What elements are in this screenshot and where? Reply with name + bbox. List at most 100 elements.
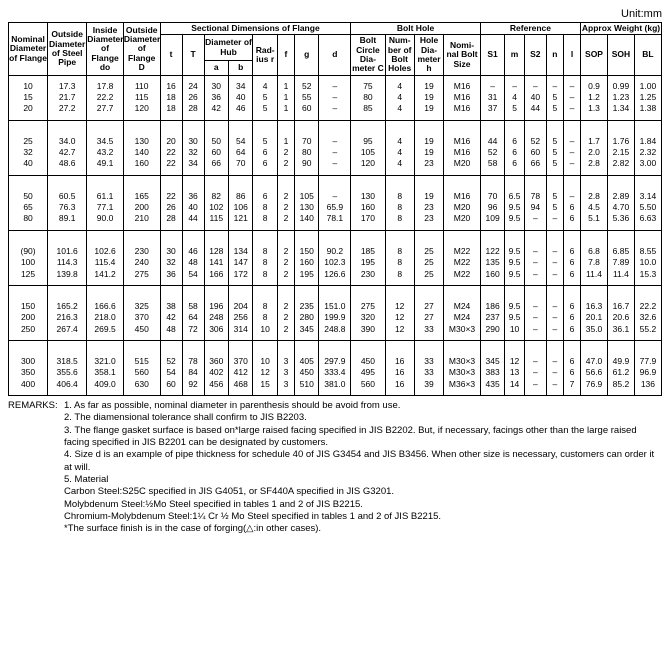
cell: 8: [385, 257, 414, 268]
cell: –: [546, 296, 563, 312]
cell: 6: [253, 186, 277, 202]
cell: 89.1: [48, 213, 87, 230]
cell: 10: [9, 75, 48, 92]
table-row: 350355.6358.15605484402412123450333.4495…: [9, 367, 662, 378]
cell: 12: [385, 312, 414, 323]
remark-3: 3. The flange gasket surface is based on…: [8, 425, 662, 450]
cell: 8: [253, 257, 277, 268]
cell: 2: [277, 296, 294, 312]
cell: 6: [505, 158, 525, 175]
cell: 381.0: [319, 379, 351, 396]
table-row: 3242.743.2140223260646280–105419M1652660…: [9, 147, 662, 158]
cell: 16: [385, 379, 414, 396]
cell: –: [563, 158, 580, 175]
cell: 64: [229, 147, 253, 158]
cell: 135: [480, 257, 504, 268]
cell: 5.50: [634, 202, 661, 213]
cell: M24: [444, 312, 481, 323]
cell: 115: [204, 213, 228, 230]
cell: 90.0: [87, 213, 124, 230]
h-sectional: Sectional Dimensions of Flange: [160, 23, 351, 35]
h-inside-flange: Inside Diameter of Flange do: [87, 23, 124, 76]
cell: 22.2: [87, 92, 124, 103]
cell: 48.6: [48, 158, 87, 175]
cell: 22: [160, 158, 182, 175]
cell: 8: [253, 202, 277, 213]
cell: 468: [229, 379, 253, 396]
cell: –: [546, 367, 563, 378]
cell: 80: [351, 92, 385, 103]
cell: 22.2: [634, 296, 661, 312]
cell: –: [546, 269, 563, 286]
cell: 25: [414, 241, 443, 257]
cell: 130: [294, 202, 318, 213]
cell: 18: [160, 92, 182, 103]
cell: 8: [253, 296, 277, 312]
cell: 1.3: [581, 103, 608, 120]
cell: 5: [505, 103, 525, 120]
cell: 64: [182, 312, 204, 323]
cell: 84: [182, 367, 204, 378]
cell: 4: [385, 103, 414, 120]
cell: 6: [563, 213, 580, 230]
h-reference: Reference: [480, 23, 580, 35]
cell: 56.6: [581, 367, 608, 378]
cell: 8: [385, 202, 414, 213]
cell: 12: [385, 324, 414, 341]
cell: 450: [351, 351, 385, 367]
table-row: 1521.722.2115182636405155–80419M16314405…: [9, 92, 662, 103]
cell: 40: [524, 92, 546, 103]
cell: –: [563, 131, 580, 147]
cell: 44: [182, 213, 204, 230]
cell: 7: [563, 379, 580, 396]
cell: 86: [229, 186, 253, 202]
cell: 120: [123, 103, 160, 120]
cell: –: [524, 324, 546, 341]
cell: 160: [351, 202, 385, 213]
cell: 70: [229, 158, 253, 175]
h-bolt-hole: Bolt Hole: [351, 23, 481, 35]
cell: 1.76: [607, 131, 634, 147]
cell: 151.0: [319, 296, 351, 312]
cell: 40: [9, 158, 48, 175]
cell: 230: [351, 269, 385, 286]
cell: 27.2: [48, 103, 87, 120]
cell: 6: [563, 312, 580, 323]
remarks-block: REMARKS:1. As far as possible, nominal d…: [8, 400, 662, 536]
cell: 2.0: [581, 147, 608, 158]
cell: 1.34: [607, 103, 634, 120]
cell: 54: [229, 131, 253, 147]
table-row: (90)101.6102.623030461281348215090.21858…: [9, 241, 662, 257]
cell: –: [563, 147, 580, 158]
cell: 3.14: [634, 186, 661, 202]
cell: 44: [524, 103, 546, 120]
cell: 61.1: [87, 186, 124, 202]
remark-4: 4. Size d is an example of pipe thicknes…: [8, 449, 662, 474]
cell: 16: [160, 75, 182, 92]
cell: 36.1: [607, 324, 634, 341]
cell: 5: [253, 131, 277, 147]
table-row: 2534.034.5130203050545170–95419M16446525…: [9, 131, 662, 147]
cell: 280: [294, 312, 318, 323]
cell: 22: [160, 147, 182, 158]
cell: 235: [294, 296, 318, 312]
cell: 19: [414, 103, 443, 120]
cell: –: [524, 257, 546, 268]
cell: 306: [204, 324, 228, 341]
h-radius: Rad-ius r: [253, 35, 277, 75]
cell: 2.82: [607, 158, 634, 175]
cell: –: [546, 351, 563, 367]
cell: 32: [182, 147, 204, 158]
cell: 16: [385, 351, 414, 367]
h-d: d: [319, 35, 351, 75]
cell: 25: [9, 131, 48, 147]
cell: 115.4: [87, 257, 124, 268]
cell: 100: [9, 257, 48, 268]
cell: 20: [160, 131, 182, 147]
cell: 1.84: [634, 131, 661, 147]
cell: 406.4: [48, 379, 87, 396]
cell: 19: [414, 92, 443, 103]
cell: 25: [414, 257, 443, 268]
cell: 4: [385, 131, 414, 147]
h-diam-hub: Diameter of Hub: [204, 35, 253, 61]
